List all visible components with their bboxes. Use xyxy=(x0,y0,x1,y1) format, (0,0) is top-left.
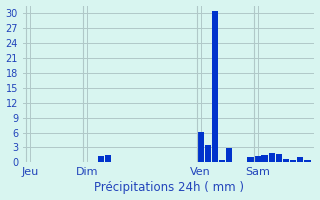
Bar xyxy=(261,155,268,162)
Bar xyxy=(276,154,282,162)
Bar xyxy=(98,156,104,162)
Bar xyxy=(247,157,254,162)
Bar xyxy=(105,155,111,162)
Bar xyxy=(204,145,211,162)
Bar xyxy=(304,160,310,162)
X-axis label: Précipitations 24h ( mm ): Précipitations 24h ( mm ) xyxy=(94,181,244,194)
Bar xyxy=(283,159,289,162)
Bar xyxy=(219,160,225,162)
Bar xyxy=(254,156,261,162)
Bar xyxy=(268,153,275,162)
Bar xyxy=(297,157,303,162)
Bar xyxy=(290,160,296,162)
Bar xyxy=(226,148,232,162)
Bar xyxy=(197,132,204,162)
Bar xyxy=(212,11,218,162)
